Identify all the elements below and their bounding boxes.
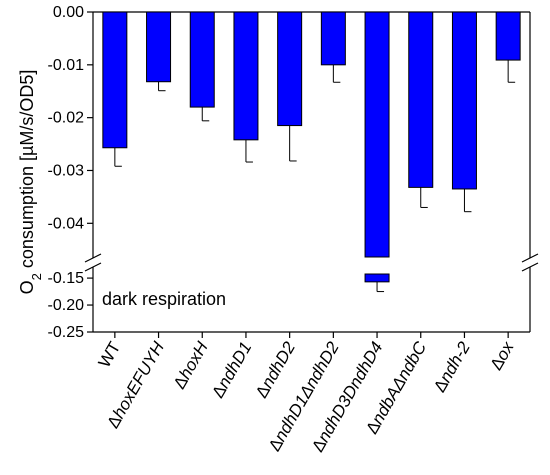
bar-lower-segment (364, 273, 390, 283)
x-category-label: Δox (486, 338, 517, 373)
y-axis-title: O2 consumption [µM/s/OD5] (17, 70, 44, 295)
bar (102, 11, 128, 149)
y-tick-label: 0.00 (53, 4, 84, 21)
axis-break-mark (84, 262, 102, 272)
axis-break-mark (521, 253, 539, 263)
bars (102, 11, 521, 293)
y-tick-label: -0.25 (48, 324, 85, 341)
x-category-label: WT (95, 339, 125, 371)
y-tick-label: -0.02 (48, 110, 85, 127)
category-name: ndhD2 (258, 338, 300, 391)
y-ticks: 0.00 -0.01 -0.02 -0.03 -0.04 -0.15 -0.20 -0.25 (48, 4, 93, 341)
category-name: ndhD1 (214, 339, 256, 392)
y-tick-label: -0.03 (48, 162, 85, 179)
y-tick-label: -0.15 (48, 270, 85, 287)
bar (495, 11, 521, 61)
bar (320, 11, 346, 66)
bar (233, 11, 259, 141)
y-axis-title-rest: consumption [µM/s/OD5] (17, 70, 37, 273)
y-tick-label: -0.20 (48, 297, 85, 314)
annotation-dark-respiration: dark respiration (102, 289, 226, 309)
x-category-label: ΔndhD2 (252, 338, 299, 401)
x-category-label: Δndh-2 (430, 338, 474, 395)
bar (189, 11, 215, 108)
bar (146, 11, 172, 83)
bar (364, 11, 390, 258)
y-tick-label: -0.04 (48, 215, 85, 232)
category-name: ndh-2 (436, 338, 474, 386)
bar (277, 11, 303, 127)
y-axis-title-subscript: 2 (29, 273, 44, 280)
y-tick-label: -0.01 (48, 57, 85, 74)
x-category-label: ΔndhD1 (208, 339, 255, 402)
category-name: hoxH (175, 338, 212, 382)
bar (451, 11, 477, 190)
axis-break-mark (521, 262, 539, 272)
bar (408, 11, 434, 188)
y-axis-title-main: O (17, 280, 37, 294)
category-name: WT (95, 339, 125, 371)
axis-break-mark (84, 253, 102, 263)
x-category-label: ΔhoxH (170, 338, 212, 392)
